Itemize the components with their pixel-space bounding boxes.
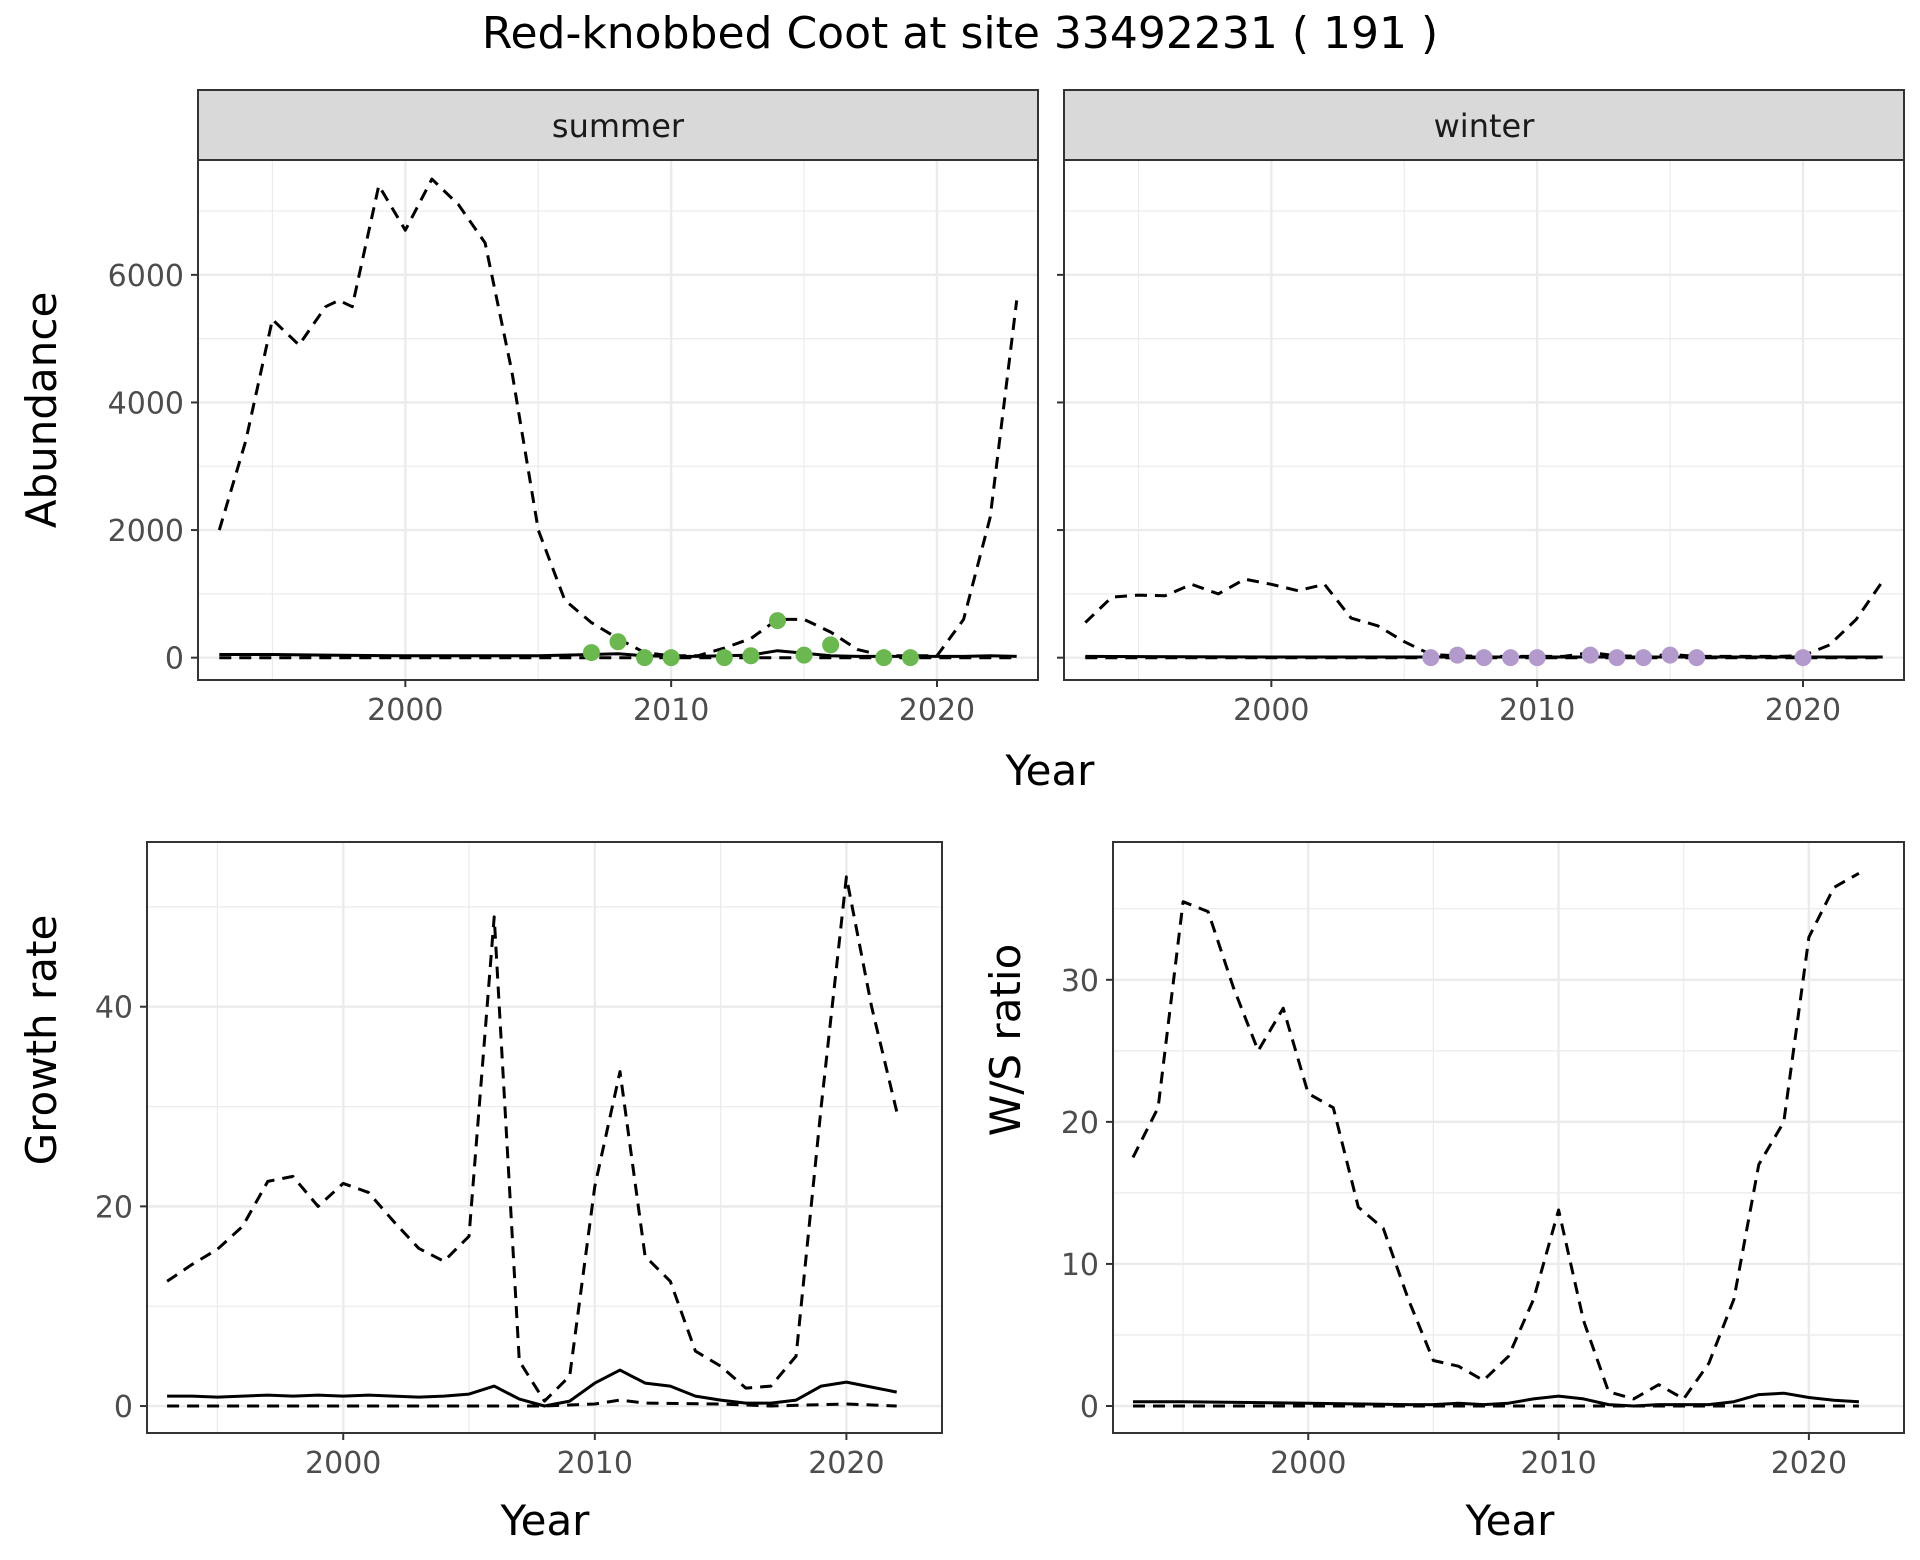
panel-growth-plot: 2000 2010 2020 0 20 40 (95, 841, 943, 1481)
top-row-x-axis-title: Year (1005, 746, 1096, 795)
ws-x-tick-label: 2000 (1270, 1446, 1346, 1481)
winter-data-point (1502, 649, 1520, 667)
winter-data-point (1661, 646, 1679, 664)
strip-winter-label: winter (1434, 107, 1536, 145)
growth-series-line-solid-2 (167, 1368, 897, 1408)
summer-data-point (636, 649, 654, 667)
panel-growth: 2000 2010 2020 0 20 40 (95, 841, 943, 1481)
ws-y-tick-label: 30 (1061, 964, 1099, 999)
ws-y-tick-label: 0 (1080, 1390, 1099, 1425)
summer-data-point (901, 649, 919, 667)
summer-plot-border (197, 159, 1039, 681)
summer-data-point (768, 612, 786, 630)
growth-y-tick-label: 0 (114, 1390, 133, 1425)
growth-plot-border (146, 841, 943, 1434)
growth-series-group (166, 875, 899, 1408)
ws-plot-border (1112, 841, 1905, 1434)
winter-data-point (1688, 649, 1706, 667)
winter-data-point (1794, 649, 1812, 667)
strip-summer-label: summer (552, 107, 685, 145)
winter-data-point (1528, 649, 1546, 667)
summer-data-point (822, 636, 840, 654)
growth-x-tick-label: 2020 (808, 1446, 884, 1481)
ws-x-axis-title: Year (1465, 1496, 1556, 1545)
growth-y-tick-label: 20 (95, 1190, 133, 1225)
ws-y-tick-label: 20 (1061, 1106, 1099, 1141)
ws-y-axis-title: W/S ratio (981, 944, 1030, 1137)
winter-data-point (1448, 646, 1466, 664)
ws-x-tick-label: 2020 (1771, 1446, 1847, 1481)
winter-x-tick-label: 2010 (1499, 693, 1575, 728)
ws-series-line-solid-2 (1133, 1391, 1859, 1408)
winter-data-point (1608, 649, 1626, 667)
ws-x-tick-label: 2010 (1520, 1446, 1596, 1481)
panel-summer: summer 2000 2010 2020 0 2000 4000 6000 (108, 89, 1039, 728)
strip-summer-box (197, 89, 1039, 161)
summer-data-point (875, 649, 893, 667)
summer-y-tick-label: 0 (165, 642, 184, 677)
ws-y-tick-label: 10 (1061, 1248, 1099, 1283)
summer-x-tick-label: 2020 (899, 693, 975, 728)
winter-plot-border (1063, 159, 1905, 681)
panel-ws-plot: 2000 2010 2020 0 10 20 30 (1061, 841, 1905, 1481)
panel-winter: winter 2000 2010 2020 (1057, 89, 1905, 728)
summer-x-tick-label: 2010 (633, 693, 709, 728)
summer-y-tick-label: 2000 (108, 514, 184, 549)
ws-series-line-dashed-0 (1131, 871, 1860, 1401)
growth-x-axis-title: Year (500, 1496, 591, 1545)
winter-x-tick-label: 2000 (1233, 693, 1309, 728)
summer-data-point (662, 649, 680, 667)
growth-series-line-dashed-0 (166, 875, 899, 1403)
summer-series-line-solid-2 (219, 649, 1017, 658)
winter-data-point (1581, 646, 1599, 664)
summer-series-group (217, 177, 1019, 667)
winter-data-point (1422, 649, 1440, 667)
winter-series-group (1084, 577, 1884, 667)
summer-data-point (742, 647, 760, 665)
summer-y-tick-label: 4000 (108, 386, 184, 421)
top-row-y-axis-title: Abundance (17, 292, 66, 529)
summer-y-tick-label: 6000 (108, 259, 184, 294)
growth-x-tick-label: 2000 (305, 1446, 381, 1481)
strip-winter-box (1063, 89, 1905, 161)
growth-y-tick-label: 40 (95, 991, 133, 1026)
panel-summer-plot: 2000 2010 2020 0 2000 4000 6000 (108, 159, 1039, 728)
summer-series-line-dashed-0 (217, 177, 1019, 658)
growth-y-axis-title: Growth rate (17, 915, 66, 1166)
panel-ws: 2000 2010 2020 0 10 20 30 (1061, 841, 1905, 1481)
winter-data-point (1634, 649, 1652, 667)
ws-series-group (1131, 871, 1860, 1408)
summer-data-point (582, 644, 600, 662)
summer-data-point (795, 646, 813, 664)
summer-x-tick-label: 2000 (367, 693, 443, 728)
growth-x-tick-label: 2010 (557, 1446, 633, 1481)
summer-data-point (609, 633, 627, 651)
growth-series-line-dashed-1 (167, 1398, 897, 1408)
winter-data-point (1475, 649, 1493, 667)
growth-plot-background (147, 842, 942, 1433)
summer-plot-background (198, 160, 1038, 680)
summer-data-point (715, 649, 733, 667)
winter-x-tick-label: 2020 (1765, 693, 1841, 728)
panel-winter-plot: 2000 2010 2020 (1057, 159, 1905, 728)
winter-plot-background (1064, 160, 1904, 680)
figure-title: Red-knobbed Coot at site 33492231 ( 191 … (482, 8, 1438, 59)
ws-plot-background (1113, 842, 1904, 1433)
